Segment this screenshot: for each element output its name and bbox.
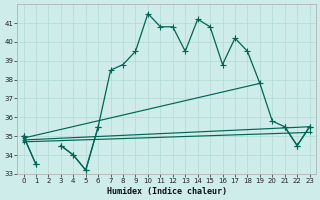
X-axis label: Humidex (Indice chaleur): Humidex (Indice chaleur)	[107, 187, 227, 196]
